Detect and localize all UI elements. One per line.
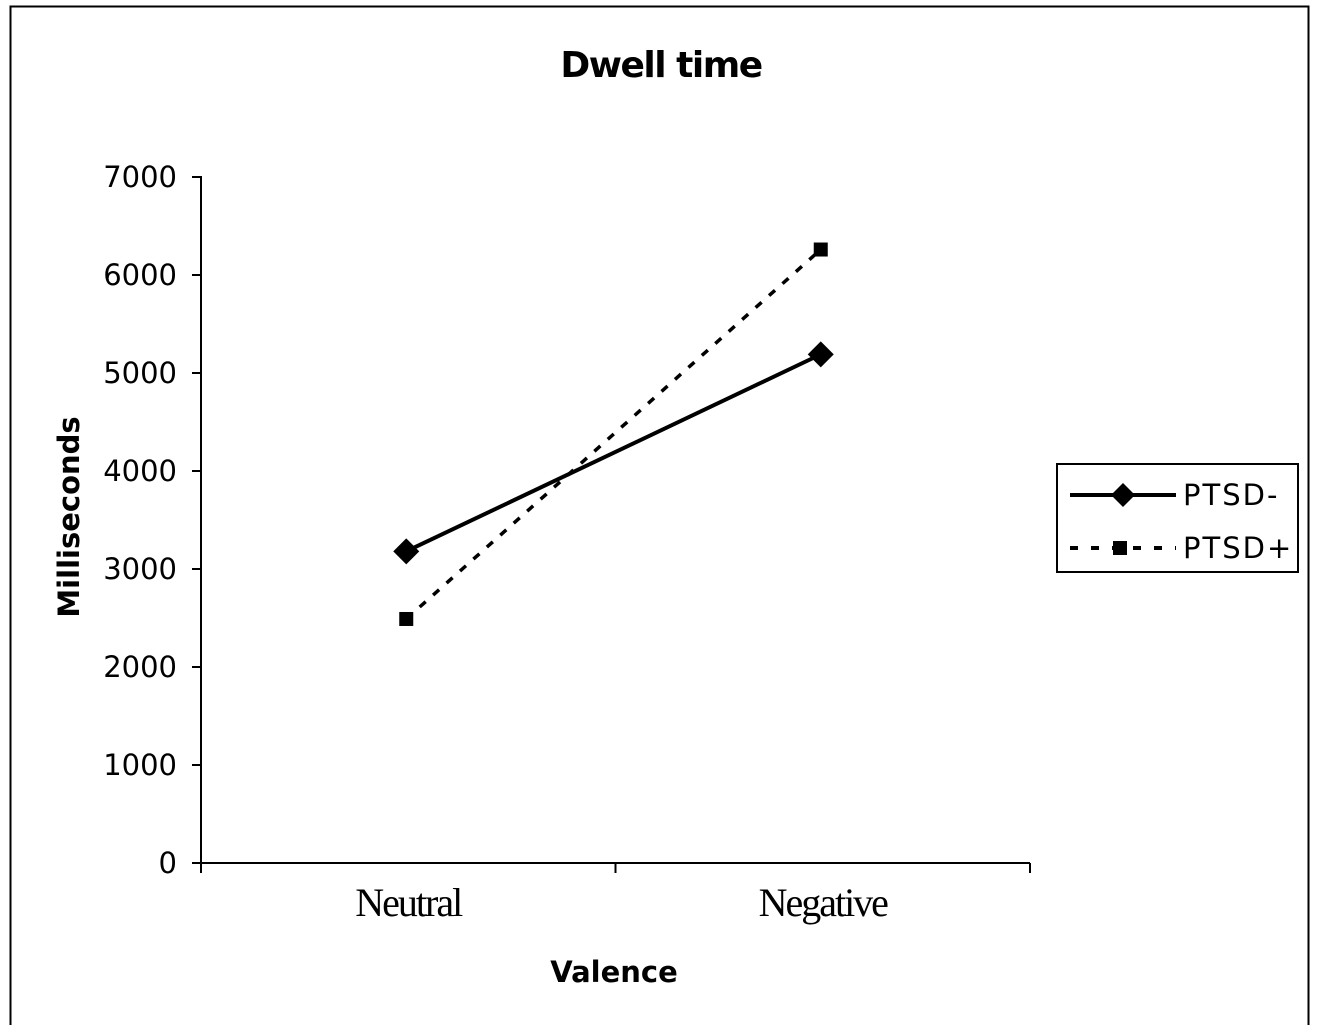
y-tick-label: 7000 [103,160,177,194]
y-tick-label: 0 [159,846,177,880]
legend-label-ptsd-plus: PTSD+ [1183,531,1293,565]
data-point-ptsd-minus [393,538,420,565]
x-ticks: Neutral Negative [200,863,1031,925]
y-tick-label: 1000 [103,748,177,782]
legend-diamond-marker [1111,483,1135,507]
series-line-ptsd-minus [405,352,822,554]
x-axis-title: Valence [550,955,678,989]
data-point-ptsd-plus [813,242,828,257]
legend-label-ptsd-minus: PTSD- [1183,478,1279,512]
series-layer [393,242,834,626]
x-tick-label: Negative [759,880,889,925]
y-tick-label: 6000 [103,258,177,292]
chart-title: Dwell time [560,45,761,86]
y-axis-title: Milliseconds [52,416,86,617]
y-ticks: 0 1000 2000 3000 4000 5000 6000 7000 [103,160,201,880]
data-point-ptsd-plus [399,611,414,626]
y-tick-label: 5000 [103,356,177,390]
y-tick-label: 3000 [103,552,177,586]
data-point-ptsd-minus [807,341,834,368]
legend-square-marker [1113,541,1127,555]
y-tick-label: 2000 [103,650,177,684]
y-tick-label: 4000 [103,454,177,488]
legend: PTSD- PTSD+ [1056,463,1299,573]
x-tick-label: Neutral [355,880,463,925]
series-line-ptsd-plus [405,248,822,621]
legend-box [1056,463,1299,573]
